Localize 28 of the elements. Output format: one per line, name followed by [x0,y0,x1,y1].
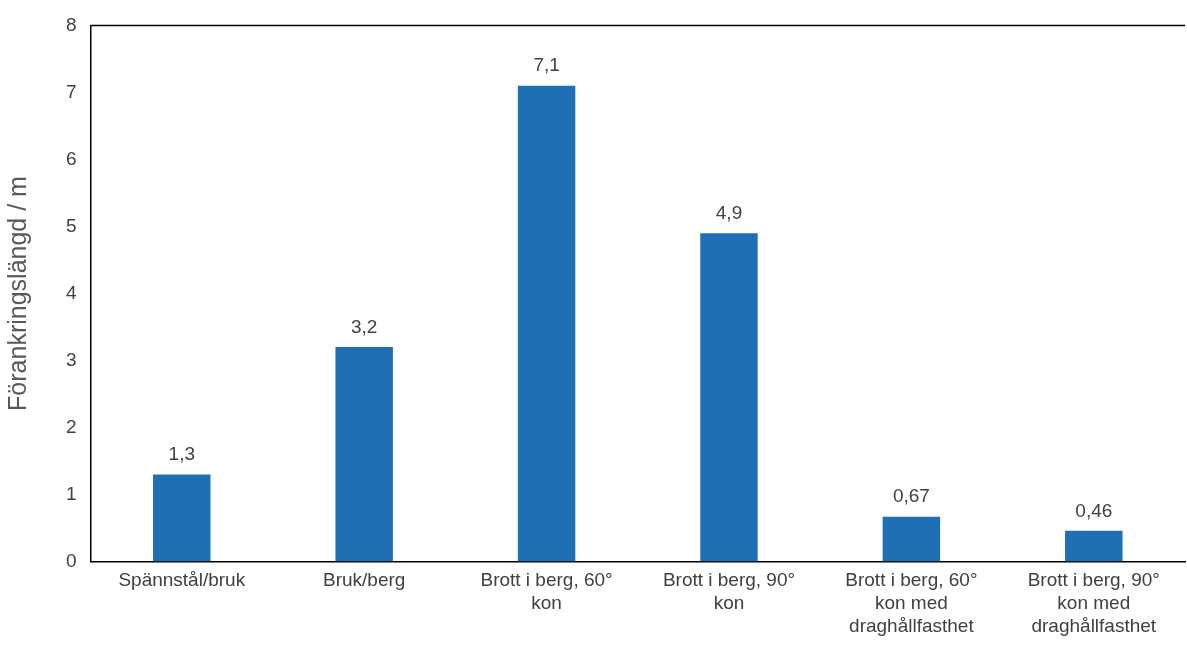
x-tick-label: Bruk/berg [322,569,406,591]
data-label: 1,3 [168,443,195,465]
data-label: 0,67 [892,485,930,507]
bar [517,85,576,562]
y-tick-label: 6 [65,147,77,169]
y-tick-label: 3 [65,348,77,370]
bar [335,347,393,562]
bar [700,233,758,562]
y-axis-title: Förankringslängd / m [2,176,31,411]
bar [882,516,941,562]
y-tick-label: 2 [65,415,77,437]
y-tick-label: 4 [65,281,77,303]
data-label: 3,2 [350,315,378,337]
y-tick-label: 1 [65,482,77,504]
y-tick-label: 5 [65,214,77,236]
x-tick-label: Brott i berg, 90° kon [662,569,796,614]
data-label: 7,1 [533,54,560,76]
data-label: 0,46 [1075,499,1113,521]
bar [1065,530,1123,562]
x-tick-label: Brott i berg, 90° kon med draghållfasthet [1027,569,1160,636]
x-tick-label: Spännstål/bruk [118,569,246,591]
x-tick-label: Brott i berg, 60° kon [480,569,613,614]
y-tick-label: 7 [65,80,77,102]
y-tick-label: 8 [65,13,77,35]
x-tick-label: Brott i berg, 60° kon med draghållfasthet [845,569,978,636]
data-label: 4,9 [715,201,743,223]
y-tick-label: 0 [65,549,77,571]
bar [153,474,211,562]
